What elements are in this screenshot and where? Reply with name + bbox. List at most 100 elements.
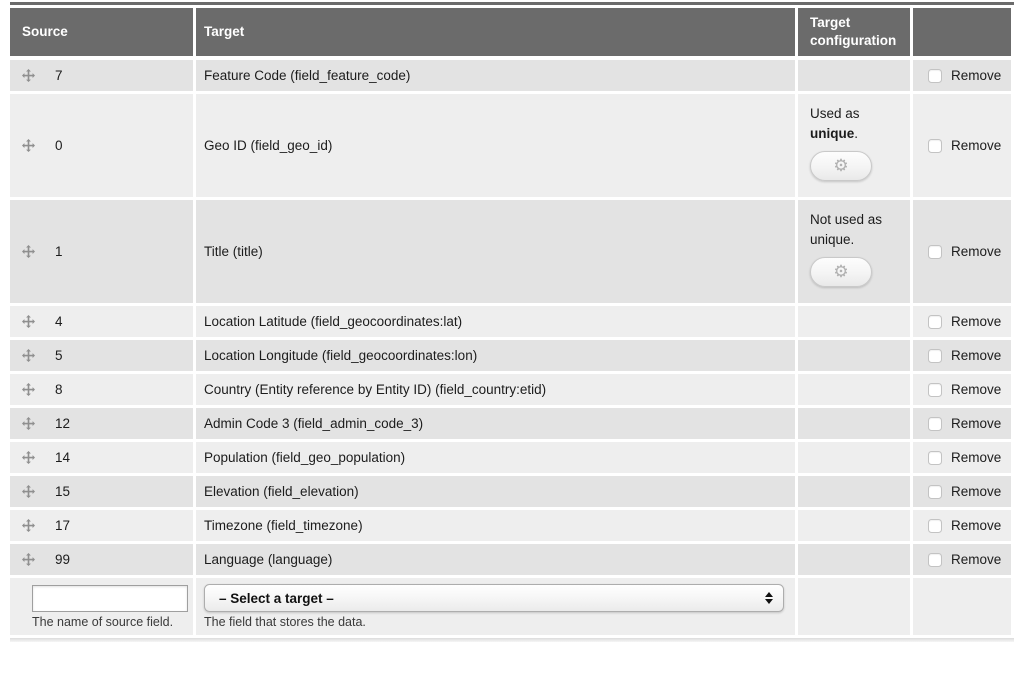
source-value: 17: [55, 518, 71, 533]
target-value: Feature Code (field_feature_code): [196, 60, 798, 94]
remove-label: Remove: [951, 138, 1002, 153]
source-value: 0: [55, 138, 63, 153]
remove-label: Remove: [951, 552, 1002, 567]
select-stepper-arrows-icon: [765, 592, 773, 604]
target-configuration-cell: [798, 476, 913, 510]
target-select-description: The field that stores the data.: [204, 615, 366, 629]
table-row: 0 Geo ID (field_geo_id) Used as unique. …: [10, 94, 1014, 200]
target-configuration-cell: Not used as unique. ⚙: [798, 200, 913, 306]
remove-label: Remove: [951, 484, 1002, 499]
column-header-target: Target: [196, 8, 798, 60]
target-configuration-cell: [798, 306, 913, 340]
target-value: Geo ID (field_geo_id): [196, 94, 798, 200]
target-value: Location Latitude (field_geocoordinates:…: [196, 306, 798, 340]
unique-status-text: Not used as unique.: [810, 212, 883, 248]
target-settings-button[interactable]: ⚙: [810, 256, 872, 287]
remove-label: Remove: [951, 314, 1002, 329]
table-row: 15 Elevation (field_elevation) Remove: [10, 476, 1014, 510]
remove-checkbox[interactable]: [928, 382, 942, 397]
table-row: 17 Timezone (field_timezone) Remove: [10, 510, 1014, 544]
target-settings-button[interactable]: ⚙: [810, 150, 872, 181]
table-row: 5 Location Longitude (field_geocoordinat…: [10, 340, 1014, 374]
table-row: 14 Population (field_geo_population) Rem…: [10, 442, 1014, 476]
target-configuration-cell: [798, 374, 913, 408]
target-value: Admin Code 3 (field_admin_code_3): [196, 408, 798, 442]
source-value: 8: [55, 382, 63, 397]
drag-handle-icon[interactable]: [22, 519, 35, 532]
remove-checkbox[interactable]: [928, 518, 942, 533]
unique-status-text: Used as unique.: [810, 106, 860, 142]
remove-label: Remove: [951, 518, 1002, 533]
remove-label: Remove: [951, 68, 1002, 83]
table-header-row: Source Target Target configuration: [10, 8, 1014, 60]
remove-label: Remove: [951, 382, 1002, 397]
target-value: Timezone (field_timezone): [196, 510, 798, 544]
table-row: 7 Feature Code (field_feature_code) Remo…: [10, 60, 1014, 94]
source-value: 4: [55, 314, 63, 329]
table-bottom-border: [10, 638, 1014, 642]
remove-checkbox[interactable]: [928, 552, 942, 567]
target-configuration-cell: [798, 340, 913, 374]
drag-handle-icon[interactable]: [22, 417, 35, 430]
remove-checkbox[interactable]: [928, 138, 942, 153]
drag-handle-icon[interactable]: [22, 315, 35, 328]
target-configuration-cell: [798, 408, 913, 442]
drag-handle-icon[interactable]: [22, 69, 35, 82]
table-row: 12 Admin Code 3 (field_admin_code_3) Rem…: [10, 408, 1014, 442]
table-row: 1 Title (title) Not used as unique. ⚙: [10, 200, 1014, 306]
target-select-value: – Select a target –: [219, 590, 334, 606]
target-configuration-cell: [798, 544, 913, 578]
remove-label: Remove: [951, 348, 1002, 363]
target-configuration-cell: [798, 578, 913, 638]
table-row: 8 Country (Entity reference by Entity ID…: [10, 374, 1014, 408]
drag-handle-icon[interactable]: [22, 553, 35, 566]
source-value: 5: [55, 348, 63, 363]
mapping-table: Source Target Target configuration 7 Fea…: [10, 8, 1014, 638]
drag-handle-icon[interactable]: [22, 451, 35, 464]
remove-checkbox[interactable]: [928, 314, 942, 329]
source-input-description: The name of source field.: [32, 615, 174, 629]
gear-icon: ⚙: [833, 261, 849, 281]
remove-label: Remove: [951, 244, 1002, 259]
remove-label: Remove: [951, 450, 1002, 465]
source-value: 1: [55, 244, 63, 259]
table-top-border: [10, 2, 1014, 5]
drag-handle-icon[interactable]: [22, 245, 35, 258]
target-configuration-cell: Used as unique. ⚙: [798, 94, 913, 200]
drag-handle-icon[interactable]: [22, 383, 35, 396]
add-mapping-row: The name of source field. – Select a tar…: [10, 578, 1014, 638]
table-row: 4 Location Latitude (field_geocoordinate…: [10, 306, 1014, 340]
target-configuration-cell: [798, 60, 913, 94]
remove-checkbox[interactable]: [928, 244, 942, 259]
target-value: Title (title): [196, 200, 798, 306]
drag-handle-icon[interactable]: [22, 485, 35, 498]
target-value: Location Longitude (field_geocoordinates…: [196, 340, 798, 374]
target-value: Elevation (field_elevation): [196, 476, 798, 510]
target-select[interactable]: – Select a target –: [204, 584, 784, 612]
target-value: Country (Entity reference by Entity ID) …: [196, 374, 798, 408]
remove-checkbox[interactable]: [928, 484, 942, 499]
target-configuration-cell: [798, 510, 913, 544]
column-header-target-configuration: Target configuration: [798, 8, 913, 60]
source-value: 99: [55, 552, 71, 567]
drag-handle-icon[interactable]: [22, 349, 35, 362]
source-value: 7: [55, 68, 63, 83]
source-value: 12: [55, 416, 71, 431]
target-configuration-cell: [798, 442, 913, 476]
source-value: 15: [55, 484, 71, 499]
remove-checkbox[interactable]: [928, 68, 942, 83]
remove-checkbox[interactable]: [928, 348, 942, 363]
remove-checkbox[interactable]: [928, 450, 942, 465]
remove-checkbox[interactable]: [928, 416, 942, 431]
column-header-source: Source: [10, 8, 196, 60]
table-row: 99 Language (language) Remove: [10, 544, 1014, 578]
remove-label: Remove: [951, 416, 1002, 431]
new-source-input[interactable]: [32, 585, 188, 612]
gear-icon: ⚙: [833, 155, 849, 175]
target-value: Language (language): [196, 544, 798, 578]
source-value: 14: [55, 450, 71, 465]
column-header-remove: [913, 8, 1014, 60]
target-value: Population (field_geo_population): [196, 442, 798, 476]
drag-handle-icon[interactable]: [22, 139, 35, 152]
